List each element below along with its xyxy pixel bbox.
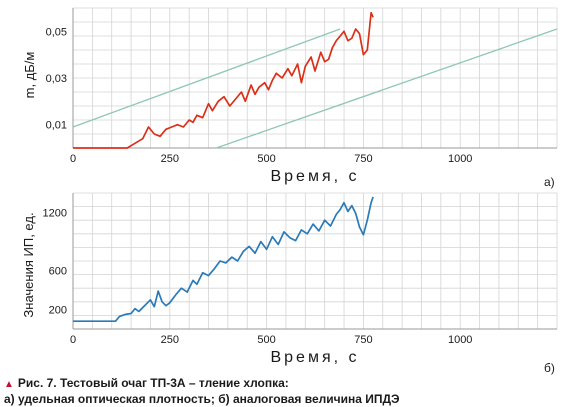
chart-a-guide-line-2 — [216, 28, 558, 149]
chart-b-y-tick-label: 1200 — [43, 207, 67, 219]
triangle-icon: ▲ — [4, 379, 14, 390]
chart-panel-a: 0 250 500 750 1000 0,01 0,03 0,05 m, дБ/м Время… — [22, 7, 558, 189]
chart-b-xlabel: Время, с — [270, 349, 359, 366]
chart-a-grid — [72, 7, 558, 149]
chart-a-y-tick-label: 0,03 — [46, 73, 67, 85]
chart-a-data-line — [73, 11, 374, 149]
chart-b-x-tick-label: 500 — [257, 334, 275, 346]
chart-a-x-tick-label: 500 — [257, 153, 275, 165]
chart-a-xlabel: Время, с — [270, 168, 359, 185]
chart-a-y-tick-label: 0,05 — [46, 26, 67, 38]
figure-caption: ▲ Рис. 7. Тестовый очаг ТП-3А – тление хл… — [4, 376, 570, 407]
chart-b-ylabel: Значения ИП, ед. — [21, 212, 36, 317]
caption-line-2: а) удельная оптическая плотность; б) ана… — [4, 392, 400, 406]
chart-a-x-tick-label: 250 — [161, 153, 179, 165]
chart-a-x-tick-label: 0 — [70, 153, 76, 165]
chart-b-y-tick-label: 200 — [49, 305, 67, 317]
chart-panel-b: 0 250 500 750 1000 200 600 1200 Значения ИП, ед… — [21, 192, 558, 375]
caption-line-1: ▲ Рис. 7. Тестовый очаг ТП-3А – тление хл… — [4, 376, 570, 392]
chart-b-grid — [72, 192, 558, 330]
chart-a-series — [72, 11, 558, 149]
chart-b-panel-label: б) — [544, 361, 555, 375]
chart-a-panel-label: а) — [544, 175, 555, 189]
chart-b-x-tick-label: 0 — [70, 334, 76, 346]
caption-title: Рис. 7. Тестовый очаг ТП-3А – тление хло… — [17, 376, 289, 390]
chart-b-x-tick-label: 1000 — [448, 334, 472, 346]
chart-a-guide-line-1 — [72, 28, 341, 128]
chart-a-x-tick-label: 750 — [354, 153, 372, 165]
chart-b-ticks: 0 250 500 750 1000 200 600 1200 — [43, 207, 473, 346]
chart-b-x-tick-label: 750 — [354, 334, 372, 346]
chart-a-x-tick-label: 1000 — [448, 153, 472, 165]
chart-a-ylabel: m, дБ/м — [22, 52, 37, 99]
chart-a-y-tick-label: 0,01 — [46, 120, 67, 132]
chart-b-series — [73, 196, 374, 323]
chart-a-ticks: 0 250 500 750 1000 0,01 0,03 0,05 — [46, 26, 473, 165]
chart-b-x-tick-label: 250 — [161, 334, 179, 346]
chart-b-data-line — [73, 196, 374, 323]
chart-b-y-tick-label: 600 — [49, 266, 67, 278]
